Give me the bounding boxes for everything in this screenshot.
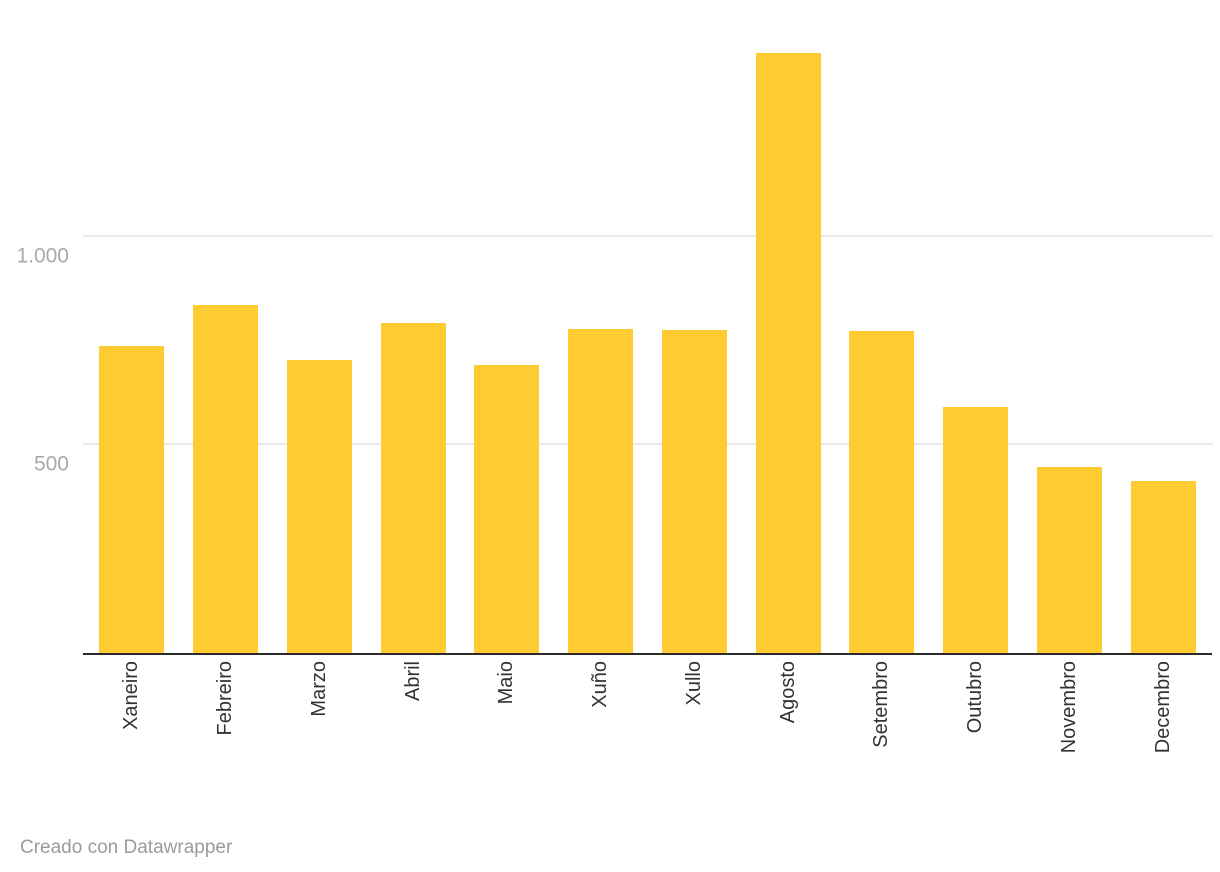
x-tick-label-xullo: Xullo (682, 661, 705, 706)
bar-febreiro[interactable] (193, 304, 259, 653)
bar-cell (929, 0, 1023, 653)
x-tick-label-marzo: Marzo (307, 661, 330, 717)
plot-area: 500 1.000 (16, 0, 1213, 655)
bar-cell (366, 0, 460, 653)
bar-cell (648, 0, 742, 653)
bar-cell (85, 0, 179, 653)
x-label-cell: Xullo (648, 661, 742, 811)
bar-agosto[interactable] (755, 53, 821, 653)
x-label-cell: Setembro (835, 661, 929, 811)
bar-decembro[interactable] (1130, 481, 1196, 653)
bar-outubro[interactable] (943, 407, 1009, 653)
bar-maio[interactable] (474, 365, 540, 653)
bar-cell (741, 0, 835, 653)
x-label-cell: Xuño (554, 661, 648, 811)
bar-cell (1116, 0, 1210, 653)
credit-text: Creado con Datawrapper (20, 837, 233, 858)
x-tick-label-agosto: Agosto (776, 661, 799, 724)
x-label-cell: Febreiro (179, 661, 273, 811)
bar-cell (179, 0, 273, 653)
x-tick-label-maio: Maio (495, 661, 518, 705)
bar-xaneiro[interactable] (99, 346, 165, 653)
x-tick-label-outubro: Outubro (964, 661, 987, 734)
bar-cell (460, 0, 554, 653)
bar-cell (273, 0, 367, 653)
x-tick-label-xuño: Xuño (589, 661, 612, 708)
x-tick-label-novembro: Novembro (1057, 661, 1080, 754)
bar-xullo[interactable] (661, 330, 727, 653)
x-label-cell: Abril (366, 661, 460, 811)
bars-layer (85, 0, 1210, 653)
bar-cell (835, 0, 929, 653)
x-label-cell: Marzo (273, 661, 367, 811)
gridline-1.000: 1.000 (16, 235, 1213, 267)
x-label-cell: Novembro (1023, 661, 1117, 811)
footer: Creado con Datawrapper (20, 837, 1220, 859)
bar-abril[interactable] (380, 323, 446, 653)
bar-xuño[interactable] (568, 328, 634, 653)
x-axis-line (83, 653, 1212, 655)
bar-cell (554, 0, 648, 653)
x-tick-label-decembro: Decembro (1151, 661, 1174, 754)
bar-novembro[interactable] (1036, 467, 1102, 653)
gridline-500: 500 (34, 443, 1213, 475)
y-tick-label: 1.000 (16, 244, 69, 268)
x-tick-label-setembro: Setembro (870, 661, 893, 748)
bar-cell (1023, 0, 1117, 653)
x-axis-labels: Xaneiro Febreiro Marzo Abril Maio Xuño Xullo Ag… (85, 661, 1210, 811)
x-tick-label-xaneiro: Xaneiro (120, 661, 143, 730)
y-tick-label: 500 (33, 452, 69, 476)
x-label-cell: Outubro (929, 661, 1023, 811)
bar-setembro[interactable] (849, 331, 915, 653)
x-label-cell: Decembro (1116, 661, 1210, 811)
x-tick-label-febreiro: Febreiro (214, 661, 237, 736)
x-label-cell: Agosto (741, 661, 835, 811)
bar-marzo[interactable] (286, 360, 352, 653)
x-tick-label-abril: Abril (401, 661, 424, 702)
x-label-cell: Maio (460, 661, 554, 811)
x-label-cell: Xaneiro (85, 661, 179, 811)
